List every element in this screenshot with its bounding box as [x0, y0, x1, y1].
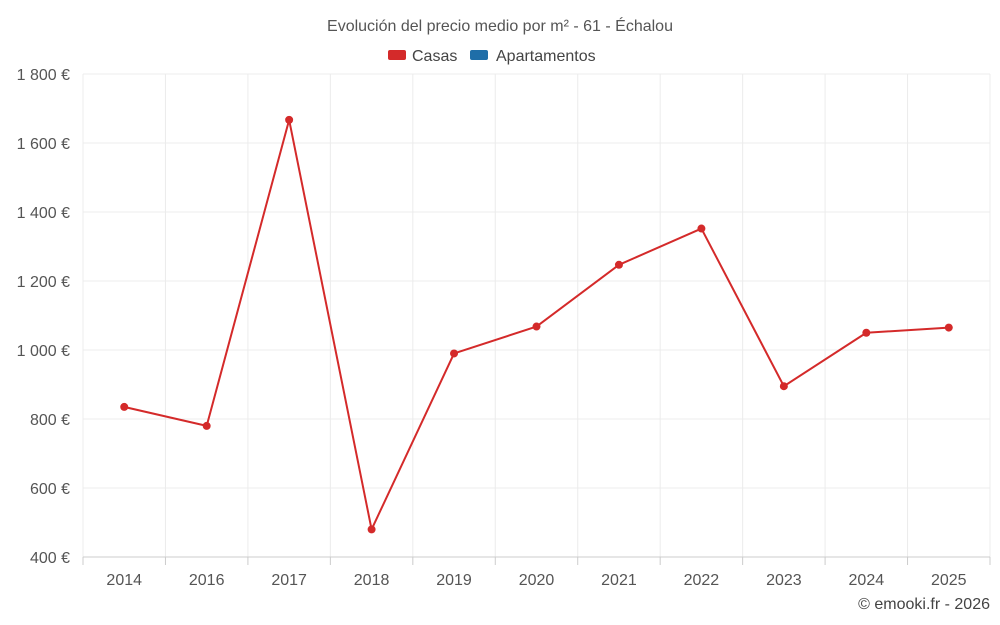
x-tick-label: 2014: [106, 572, 142, 589]
y-tick-label: 1 000 €: [17, 343, 70, 360]
data-point[interactable]: [285, 115, 294, 124]
data-point[interactable]: [532, 322, 541, 331]
legend: Casas Apartamentos: [388, 48, 596, 65]
legend-label-casas: Casas: [412, 48, 457, 65]
x-tick-label: 2024: [849, 572, 885, 589]
data-point[interactable]: [120, 402, 129, 411]
y-tick-label: 1 600 €: [17, 136, 70, 153]
y-tick-label: 400 €: [30, 550, 70, 567]
x-tick-label: 2022: [684, 572, 720, 589]
series-casas: [120, 115, 953, 534]
x-tick-label: 2020: [519, 572, 555, 589]
credit-text: © emooki.fr - 2026: [858, 596, 990, 613]
legend-swatch-apartamentos: [470, 50, 488, 60]
legend-swatch-casas: [388, 50, 406, 60]
data-point[interactable]: [367, 525, 376, 534]
data-point[interactable]: [614, 260, 623, 269]
legend-label-apartamentos: Apartamentos: [496, 48, 596, 65]
y-axis-ticks: 400 € 600 € 800 € 1 000 € 1 200 € 1 400 € 1 60…: [17, 67, 70, 567]
x-tick-label: 2021: [601, 572, 637, 589]
x-tick-label: 2025: [931, 572, 967, 589]
data-point[interactable]: [202, 421, 211, 430]
y-tick-label: 1 800 €: [17, 67, 70, 84]
x-tick-label: 2019: [436, 572, 472, 589]
data-point[interactable]: [779, 382, 788, 391]
x-tick-label: 2018: [354, 572, 390, 589]
x-tick-label: 2017: [271, 572, 307, 589]
data-point[interactable]: [944, 323, 953, 332]
legend-item-casas[interactable]: Casas: [388, 48, 457, 65]
grid: [82, 73, 991, 557]
chart-title: Evolución del precio medio por m² - 61 -…: [327, 16, 673, 35]
data-point[interactable]: [450, 349, 459, 358]
x-tick-label: 2023: [766, 572, 802, 589]
y-tick-label: 600 €: [30, 481, 70, 498]
x-axis-ticks: 2014 2016 2017 2018 2019 2020 2021 2022 2023 2024…: [106, 572, 966, 589]
x-tick-label: 2016: [189, 572, 225, 589]
legend-item-apartamentos[interactable]: Apartamentos: [470, 48, 596, 65]
data-point[interactable]: [862, 328, 871, 337]
axes: [82, 556, 991, 565]
y-tick-label: 1 400 €: [17, 205, 70, 222]
data-point[interactable]: [697, 224, 706, 233]
y-tick-label: 1 200 €: [17, 274, 70, 291]
y-tick-label: 800 €: [30, 412, 70, 429]
